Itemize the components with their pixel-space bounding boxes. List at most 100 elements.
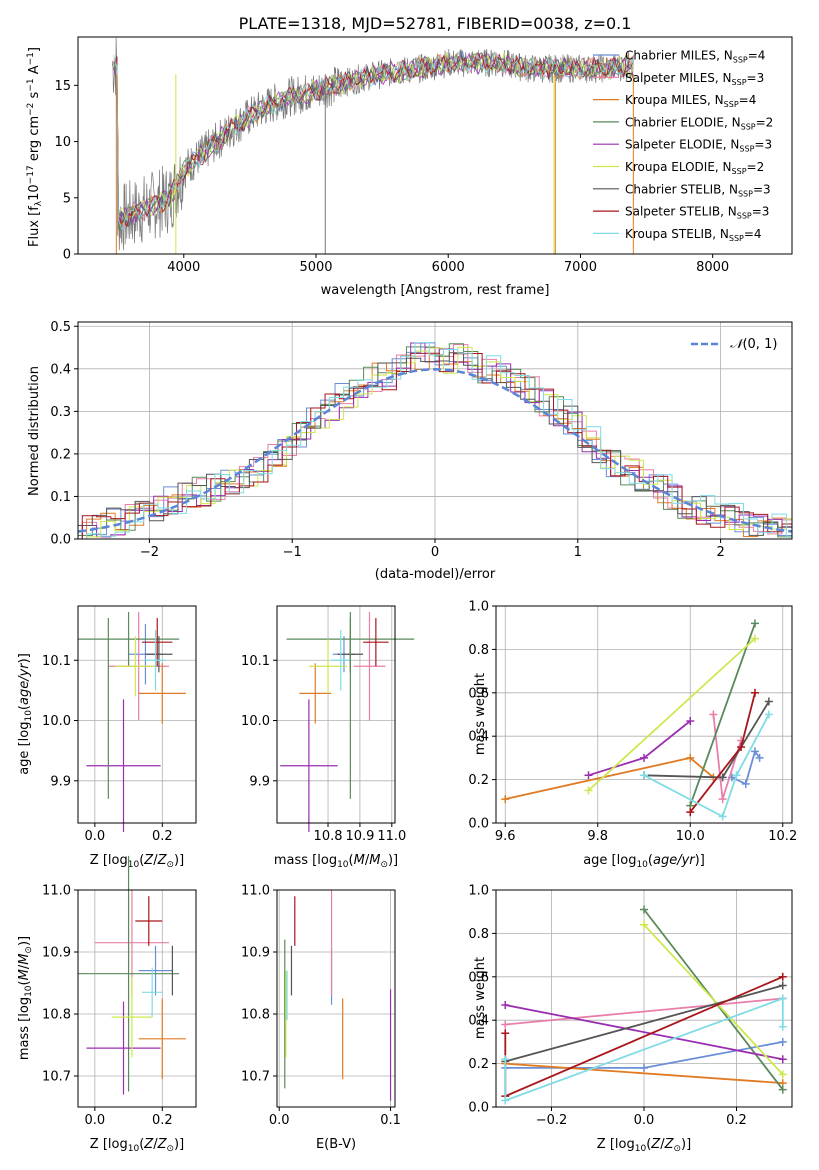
x-tick-label: 8000 bbox=[696, 260, 729, 275]
y-tick-label: 0.6 bbox=[468, 686, 489, 701]
legend-entry: Chabrier ELODIE, NSSP=2 bbox=[625, 115, 773, 131]
legend-text: =4 bbox=[748, 49, 766, 63]
label-part: mass weight bbox=[473, 957, 488, 1039]
label-part: ⊙ bbox=[166, 860, 174, 870]
x-tick-label: 0.1 bbox=[380, 1113, 401, 1128]
normal-curve bbox=[77, 368, 793, 533]
label-part: )] bbox=[681, 1137, 691, 1152]
label-part: Z bbox=[143, 853, 154, 868]
label-part: )] bbox=[174, 1137, 184, 1152]
label-part: 10 bbox=[635, 1144, 647, 1154]
y-axis-label: mass [log10(M/M⊙)] bbox=[17, 936, 34, 1060]
x-tick-label: 0.2 bbox=[726, 1113, 747, 1128]
weight-series bbox=[504, 997, 784, 1102]
axes-frame bbox=[77, 605, 197, 824]
y-tick-label: 0.0 bbox=[468, 1101, 489, 1116]
y-tick-label: 10 bbox=[54, 135, 71, 150]
y-tick-label: 5 bbox=[63, 191, 71, 206]
y-tick-label: 9.9 bbox=[249, 774, 270, 789]
label-part: mass [ bbox=[17, 1017, 32, 1060]
y-axis-label: Flux [fλ10−17 erg cm−2 s−1 A−1] bbox=[26, 47, 44, 247]
y-tick-label: 10.9 bbox=[42, 946, 71, 961]
y-tick-label: 0.2 bbox=[468, 1057, 489, 1072]
label-part: / bbox=[17, 964, 32, 969]
label-part: Z bbox=[664, 1137, 675, 1152]
label-part: Z bbox=[157, 853, 168, 868]
legend-entry: Salpeter ELODIE, NSSP=3 bbox=[625, 138, 772, 154]
legend-text: =4 bbox=[739, 93, 757, 107]
y-tick-label: 10.0 bbox=[42, 714, 71, 729]
y-tick-label: 0.5 bbox=[50, 320, 71, 335]
y-tick-label: 10.7 bbox=[241, 1070, 270, 1085]
label-part: log bbox=[17, 722, 32, 742]
legend-entry: Salpeter STELIB, NSSP=3 bbox=[625, 205, 769, 221]
x-tick-label: 0.0 bbox=[634, 1113, 655, 1128]
label-part: ⊙ bbox=[673, 1144, 681, 1154]
x-tick-label: 5000 bbox=[299, 260, 332, 275]
x-axis-label: Z [log10(Z/Z⊙)] bbox=[90, 1137, 184, 1154]
legend-text: Chabrier STELIB, N bbox=[625, 182, 738, 196]
label-part: M bbox=[354, 853, 365, 868]
legend-sub: SSP bbox=[732, 78, 747, 87]
label-part: −2 bbox=[26, 103, 36, 116]
label-part: erg cm bbox=[27, 116, 42, 165]
label-part: ( bbox=[646, 1137, 651, 1152]
weight-series bbox=[505, 1062, 783, 1084]
x-tick-label: 9.6 bbox=[495, 829, 516, 844]
legend-sub: SSP bbox=[729, 234, 744, 243]
label-part: A bbox=[27, 65, 42, 78]
label-part: log bbox=[317, 853, 337, 868]
weight-series bbox=[505, 1004, 783, 1061]
legend-sub: SSP bbox=[737, 212, 752, 221]
label-part: M bbox=[17, 969, 32, 980]
legend-text: Salpeter ELODIE, N bbox=[625, 138, 739, 152]
y-tick-label: 9.9 bbox=[50, 774, 71, 789]
label-part: / bbox=[660, 1137, 665, 1152]
y-tick-label: 10.7 bbox=[42, 1070, 71, 1085]
legend-text: Kroupa ELODIE, N bbox=[625, 160, 732, 174]
legend-text: =3 bbox=[754, 138, 772, 152]
y-tick-label: 1.0 bbox=[468, 884, 489, 899]
y-tick-label: 0.8 bbox=[468, 927, 489, 942]
y-axis-label: Normed distribution bbox=[27, 366, 42, 496]
label-part: age/yr bbox=[17, 662, 32, 705]
weight-series bbox=[587, 637, 756, 792]
x-tick-label: 0 bbox=[431, 545, 439, 560]
x-tick-label: 0.2 bbox=[152, 829, 173, 844]
y-tick-label: 0.1 bbox=[50, 490, 71, 505]
weight-series bbox=[731, 749, 761, 786]
label-part: ⊙ bbox=[166, 1144, 174, 1154]
y-tick-label: 10.9 bbox=[241, 946, 270, 961]
legend-text: =3 bbox=[752, 205, 770, 219]
label-part: mass weight bbox=[473, 673, 488, 755]
x-tick-label: 11.0 bbox=[377, 829, 406, 844]
weight-series bbox=[643, 924, 784, 1076]
weight-series bbox=[505, 984, 784, 1063]
x-tick-label: 9.8 bbox=[587, 829, 608, 844]
x-tick-label: 7000 bbox=[564, 260, 597, 275]
axes-frame bbox=[77, 36, 793, 255]
legend-text: =2 bbox=[756, 115, 774, 129]
label-part: )] bbox=[17, 653, 32, 663]
label-part: age [ bbox=[583, 853, 616, 868]
label-part: Normed distribution bbox=[27, 366, 42, 496]
y-tick-label: 0.8 bbox=[468, 643, 489, 658]
legend-text: Kroupa STELIB, N bbox=[625, 227, 729, 241]
label-part: log bbox=[617, 853, 637, 868]
label-part: / bbox=[153, 853, 158, 868]
label-part: )] bbox=[695, 853, 705, 868]
label-part: s bbox=[27, 91, 42, 102]
label-part: )] bbox=[174, 853, 184, 868]
x-tick-label: 10.9 bbox=[345, 829, 374, 844]
histogram-series bbox=[81, 352, 793, 539]
axes-frame bbox=[276, 605, 396, 824]
label-part: log bbox=[17, 997, 32, 1017]
label-part: M bbox=[369, 853, 380, 868]
y-tick-label: 1.0 bbox=[468, 600, 489, 615]
x-axis-label: (data-model)/error bbox=[375, 567, 496, 582]
x-axis-label: E(B-V) bbox=[316, 1137, 356, 1152]
label-part: 10 bbox=[128, 1144, 140, 1154]
label-part: log bbox=[108, 1137, 128, 1152]
y-tick-label: 10.1 bbox=[241, 654, 270, 669]
